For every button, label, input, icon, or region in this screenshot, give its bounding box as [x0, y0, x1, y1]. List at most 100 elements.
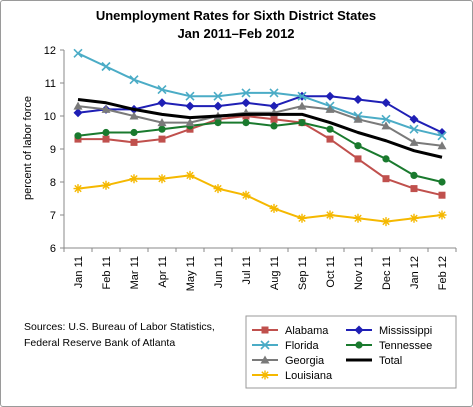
- data-point-florida: [269, 88, 279, 98]
- data-point-louisiana: [73, 184, 83, 194]
- data-point-louisiana: [353, 213, 363, 223]
- data-point-mississippi: [409, 114, 419, 124]
- x-tick-label: Feb 11: [101, 256, 113, 289]
- legend-label-total: Total: [379, 355, 402, 367]
- y-tick-label: 10: [44, 111, 56, 123]
- data-point-tennessee: [382, 155, 390, 163]
- data-point-tennessee: [130, 128, 138, 137]
- data-point-louisiana: [241, 190, 251, 200]
- x-tick-label: Sep 11: [297, 256, 309, 290]
- legend-marker-alabama: [261, 326, 269, 334]
- data-point-mississippi: [325, 91, 335, 101]
- data-point-florida: [213, 91, 223, 101]
- series-line-mississippi: [77, 95, 443, 134]
- data-point-alabama: [270, 115, 278, 123]
- data-point-louisiana: [129, 174, 139, 184]
- legend-marker-tennessee: [355, 341, 363, 349]
- data-point-florida: [409, 124, 419, 134]
- source-line-2: Federal Reserve Bank of Atlanta: [24, 337, 175, 349]
- chart-title: Unemployment Rates for Sixth District St…: [96, 8, 376, 23]
- data-point-florida: [185, 91, 195, 101]
- data-point-georgia: [325, 104, 335, 113]
- data-point-georgia: [437, 141, 447, 150]
- data-point-georgia: [381, 121, 391, 130]
- data-point-louisiana: [157, 174, 167, 184]
- series-line-georgia: [77, 105, 443, 147]
- legend-label-georgia: Georgia: [285, 355, 325, 367]
- data-point-tennessee: [410, 171, 418, 179]
- y-tick-label: 7: [50, 210, 56, 222]
- data-point-georgia: [129, 111, 139, 120]
- x-tick-label: Apr 11: [157, 256, 169, 288]
- data-point-florida: [437, 131, 447, 141]
- x-tick-label: Jul 11: [241, 256, 253, 285]
- x-tick-label: Dec 11: [381, 256, 393, 290]
- x-tick-label: May 11: [185, 256, 197, 291]
- data-point-tennessee: [298, 119, 306, 127]
- plot-area: 6 7 8 9 10 11 12 Jan 11 Feb 11 Mar 11 Apr 11 May 11…: [44, 45, 457, 291]
- legend-label-florida: Florida: [285, 340, 320, 352]
- data-point-mississippi: [185, 101, 195, 111]
- y-tick-label: 12: [44, 45, 56, 57]
- data-point-tennessee: [214, 119, 222, 127]
- data-point-georgia: [353, 114, 363, 123]
- legend-label-louisiana: Louisiana: [285, 370, 333, 382]
- data-point-louisiana: [213, 184, 223, 194]
- data-point-mississippi: [353, 95, 363, 104]
- data-point-tennessee: [354, 142, 362, 150]
- series-line-alabama: [78, 115, 443, 197]
- x-tick-label: Nov 11: [353, 256, 365, 290]
- legend-marker-georgia: [260, 355, 270, 364]
- y-tick-label: 8: [50, 177, 56, 189]
- legend-label-tennessee: Tennessee: [379, 340, 432, 352]
- data-point-georgia: [185, 118, 195, 127]
- data-point-tennessee: [242, 119, 250, 127]
- x-tick-label: Oct 11: [325, 256, 337, 288]
- data-point-louisiana: [269, 203, 279, 213]
- data-point-louisiana: [437, 210, 447, 220]
- data-point-tennessee: [158, 125, 166, 133]
- data-point-tennessee: [270, 122, 278, 130]
- data-point-louisiana: [297, 213, 307, 223]
- data-point-alabama: [438, 191, 446, 199]
- data-point-alabama: [382, 175, 390, 183]
- data-point-alabama: [102, 135, 110, 143]
- data-point-mississippi: [381, 98, 391, 108]
- chart-subtitle: Jan 2011–Feb 2012: [177, 26, 294, 41]
- y-axis-label: percent of labor force: [22, 96, 34, 200]
- data-point-georgia: [73, 101, 83, 110]
- data-point-alabama: [354, 155, 362, 163]
- data-point-georgia: [101, 104, 111, 113]
- data-point-alabama: [410, 185, 418, 193]
- data-point-alabama: [130, 138, 138, 146]
- x-tick-label: Jan 12: [409, 256, 421, 289]
- data-point-florida: [381, 114, 391, 124]
- series-line-florida: [77, 52, 443, 137]
- source-line-1: Sources: U.S. Bureau of Labor Statistics…: [24, 321, 215, 333]
- data-point-louisiana: [409, 213, 419, 223]
- data-point-florida: [297, 91, 307, 101]
- data-point-mississippi: [157, 98, 167, 108]
- data-point-mississippi: [241, 98, 251, 108]
- series-line-total: [77, 98, 443, 159]
- data-point-georgia: [297, 101, 307, 110]
- legend-label-mississippi: Mississippi: [379, 325, 432, 337]
- series-line-tennessee: [77, 121, 443, 183]
- y-tick-label: 11: [45, 78, 56, 90]
- data-point-louisiana: [325, 210, 335, 220]
- data-point-florida: [129, 75, 139, 85]
- data-point-tennessee: [326, 125, 334, 133]
- x-tick-label: Jan 11: [73, 256, 85, 288]
- legend: Alabama Mississippi Florida Tennessee Georgi…: [245, 315, 457, 389]
- data-point-mississippi: [213, 101, 223, 111]
- data-point-tennessee: [438, 178, 446, 186]
- x-tick-label: Feb 12: [437, 256, 449, 290]
- legend-box: [245, 315, 457, 389]
- data-point-tennessee: [74, 132, 82, 140]
- data-point-mississippi: [73, 108, 83, 118]
- data-point-georgia: [157, 118, 167, 127]
- y-tick-label: 6: [50, 243, 56, 255]
- data-point-louisiana: [381, 217, 391, 227]
- x-tick-label: Mar 11: [129, 256, 141, 289]
